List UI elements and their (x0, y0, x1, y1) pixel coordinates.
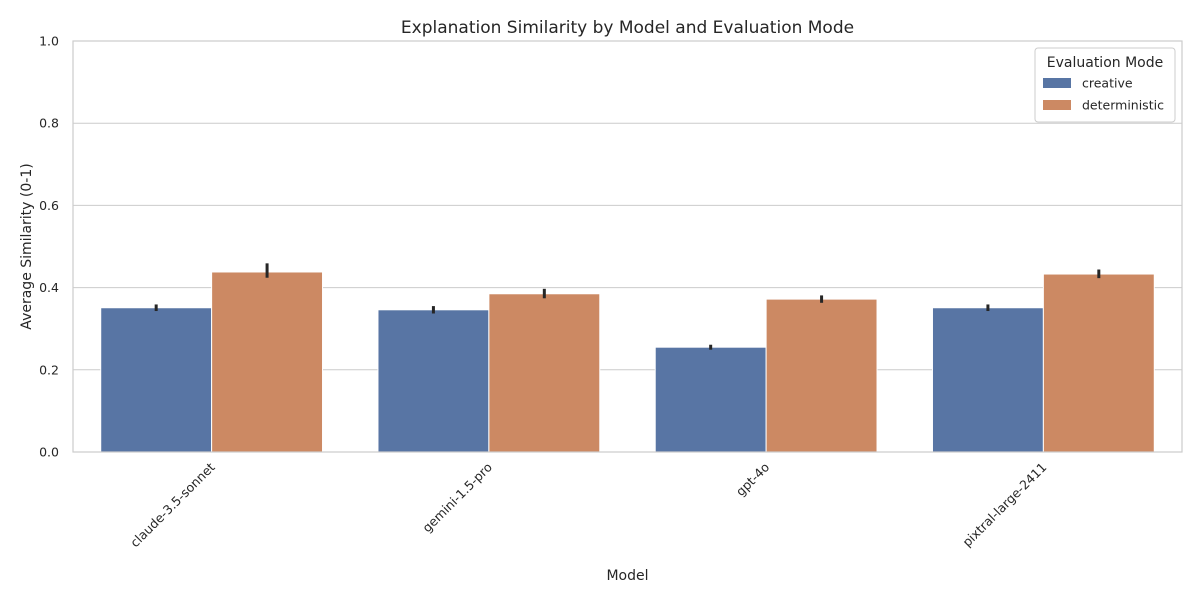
legend-swatch-deterministic (1043, 100, 1071, 110)
bars (100, 271, 1155, 453)
y-tick-labels: 0.0 0.2 0.4 0.6 0.8 1.0 (39, 34, 59, 460)
legend-swatch-creative (1043, 78, 1071, 88)
x-axis-label: Model (606, 568, 648, 584)
legend-label-creative: creative (1082, 76, 1133, 91)
bar-creative-pixtral-large-2411 (931, 307, 1044, 453)
x-tick-label: gpt-4o (733, 460, 773, 500)
y-tick-label: 0.4 (39, 280, 59, 295)
x-tick-labels: claude-3.5-sonnet gemini-1.5-pro gpt-4o pix… (127, 459, 1049, 550)
x-tick-label: pixtral-large-2411 (959, 460, 1049, 550)
bar-deterministic-gpt-4o (765, 298, 878, 453)
legend-items: creative deterministic (1043, 76, 1164, 113)
y-tick-label: 1.0 (39, 34, 59, 49)
y-axis-label: Average Similarity (0-1) (19, 163, 35, 329)
bar-deterministic-claude-3.5-sonnet (211, 271, 324, 453)
y-tick-label: 0.6 (39, 198, 59, 213)
plot-frame (72, 40, 1183, 453)
bar-deterministic-gemini-1.5-pro (488, 293, 601, 453)
bar-creative-gemini-1.5-pro (377, 309, 490, 453)
bar-creative-claude-3.5-sonnet (100, 307, 213, 453)
chart-title: Explanation Similarity by Model and Eval… (401, 18, 854, 38)
legend-label-deterministic: deterministic (1082, 98, 1164, 113)
x-tick-label: claude-3.5-sonnet (127, 459, 218, 550)
x-tick-label: gemini-1.5-pro (419, 460, 495, 536)
bar-deterministic-pixtral-large-2411 (1042, 273, 1155, 453)
bar-creative-gpt-4o (654, 346, 767, 453)
y-tick-label: 0.0 (39, 445, 59, 460)
legend-title: Evaluation Mode (1047, 55, 1163, 71)
y-tick-label: 0.8 (39, 116, 59, 131)
error-bars (154, 263, 1101, 350)
y-tick-label: 0.2 (39, 362, 59, 377)
legend: Evaluation Mode creative deterministic (1034, 47, 1176, 123)
